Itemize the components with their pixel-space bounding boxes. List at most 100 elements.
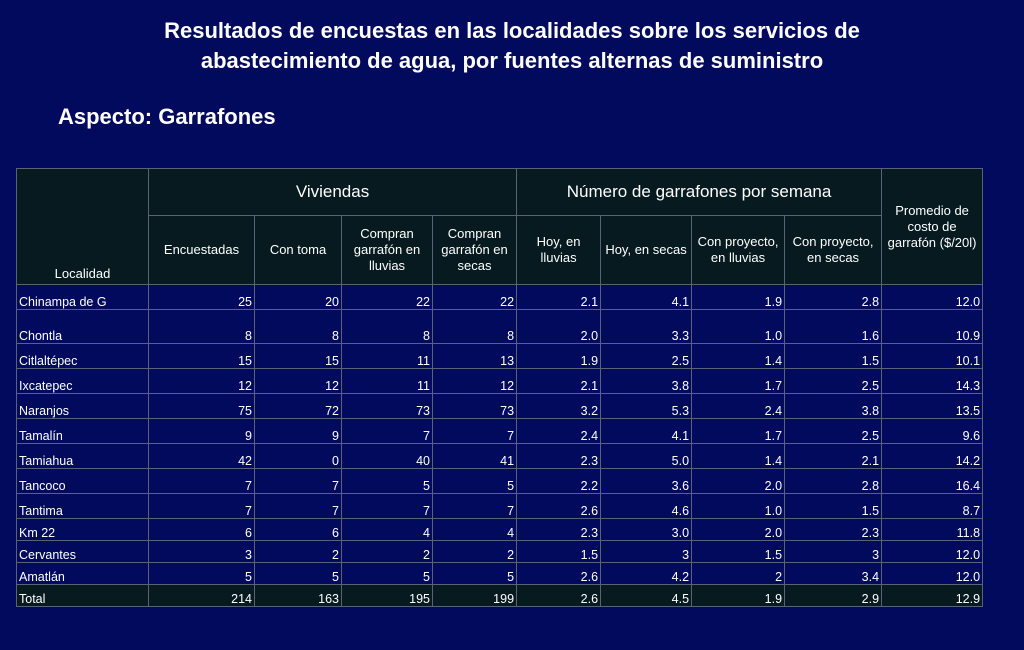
cell-hoy-secas: 4.2 xyxy=(600,562,693,585)
cell-promedio: 13.5 xyxy=(881,393,984,419)
cell-compran-secas: 12 xyxy=(431,368,518,394)
cell-hoy-lluvias: 2.1 xyxy=(516,368,602,394)
cell-localidad: Amatlán xyxy=(16,562,149,585)
cell-proyecto-secas: 2.8 xyxy=(784,284,883,310)
cell-hoy-secas: 5.3 xyxy=(600,393,693,419)
cell-promedio: 11.8 xyxy=(881,518,984,541)
cell-compran-secas: 13 xyxy=(431,343,518,369)
cell-con-toma: 9 xyxy=(254,418,342,444)
cell-proyecto-secas: 3.8 xyxy=(784,393,883,419)
table-row: Tamiahua 42 0 40 41 2.3 5.0 1.4 2.1 14.2 xyxy=(16,443,984,469)
cell-promedio: 8.7 xyxy=(881,493,984,519)
cell-localidad: Citlaltépec xyxy=(16,343,149,369)
table-row: Tamalín 9 9 7 7 2.4 4.1 1.7 2.5 9.6 xyxy=(16,418,984,444)
cell-compran-secas: 22 xyxy=(431,284,518,310)
cell-con-toma: 2 xyxy=(254,540,342,563)
cell-promedio: 16.4 xyxy=(881,468,984,494)
cell-encuestadas: 42 xyxy=(148,443,255,469)
cell-hoy-secas: 2.5 xyxy=(600,343,693,369)
title-line-1: Resultados de encuestas en las localidad… xyxy=(164,18,860,43)
header-compran-secas: Compran garrafón en secas xyxy=(431,215,518,285)
title-line-2: abastecimiento de agua, por fuentes alte… xyxy=(200,48,824,73)
cell-hoy-lluvias: 2.2 xyxy=(516,468,602,494)
cell-localidad: Naranjos xyxy=(16,393,149,419)
cell-compran-secas: 41 xyxy=(431,443,518,469)
cell-hoy-secas: 3.3 xyxy=(600,309,693,344)
page-title: Resultados de encuestas en las localidad… xyxy=(0,16,1024,76)
cell-localidad: Chinampa de G xyxy=(16,284,149,310)
total-cell-compran-secas: 199 xyxy=(431,584,518,607)
cell-promedio: 14.3 xyxy=(881,368,984,394)
total-cell-compran-lluvias: 195 xyxy=(341,584,433,607)
cell-hoy-secas: 4.1 xyxy=(600,418,693,444)
header-group-garrafones: Número de garrafones por semana xyxy=(516,168,883,216)
table-row: Amatlán 5 5 5 5 2.6 4.2 2 3.4 12.0 xyxy=(16,562,984,585)
cell-hoy-lluvias: 2.4 xyxy=(516,418,602,444)
cell-proyecto-lluvias: 1.4 xyxy=(691,343,786,369)
cell-proyecto-lluvias: 1.7 xyxy=(691,418,786,444)
cell-con-toma: 0 xyxy=(254,443,342,469)
cell-compran-secas: 5 xyxy=(431,468,518,494)
cell-compran-secas: 73 xyxy=(431,393,518,419)
cell-proyecto-secas: 1.5 xyxy=(784,343,883,369)
total-cell-con-toma: 163 xyxy=(254,584,342,607)
cell-compran-secas: 7 xyxy=(431,493,518,519)
cell-compran-secas: 2 xyxy=(431,540,518,563)
cell-encuestadas: 7 xyxy=(148,468,255,494)
header-promedio: Promedio de costo de garrafón ($/20l) xyxy=(881,168,984,285)
table-row: Naranjos 75 72 73 73 3.2 5.3 2.4 3.8 13.5 xyxy=(16,393,984,419)
total-row: Total 214 163 195 199 2.6 4.5 1.9 2.9 12.9 xyxy=(16,584,984,607)
cell-proyecto-lluvias: 1.5 xyxy=(691,540,786,563)
header-localidad: Localidad xyxy=(16,168,149,285)
cell-compran-lluvias: 4 xyxy=(341,518,433,541)
cell-promedio: 10.9 xyxy=(881,309,984,344)
total-cell-hoy-secas: 4.5 xyxy=(600,584,693,607)
cell-con-toma: 7 xyxy=(254,493,342,519)
cell-hoy-lluvias: 2.0 xyxy=(516,309,602,344)
header-proyecto-secas: Con proyecto, en secas xyxy=(784,215,883,285)
cell-proyecto-secas: 2.5 xyxy=(784,418,883,444)
page-subtitle: Aspecto: Garrafones xyxy=(58,104,276,129)
cell-encuestadas: 12 xyxy=(148,368,255,394)
cell-localidad: Chontla xyxy=(16,309,149,344)
cell-compran-secas: 8 xyxy=(431,309,518,344)
header-encuestadas: Encuestadas xyxy=(148,215,255,285)
header-hoy-secas: Hoy, en secas xyxy=(600,215,693,285)
cell-hoy-secas: 3.6 xyxy=(600,468,693,494)
cell-compran-lluvias: 5 xyxy=(341,562,433,585)
cell-hoy-secas: 3 xyxy=(600,540,693,563)
cell-encuestadas: 75 xyxy=(148,393,255,419)
table-row: Chontla 8 8 8 8 2.0 3.3 1.0 1.6 10.9 xyxy=(16,309,984,344)
cell-localidad: Tamalín xyxy=(16,418,149,444)
cell-proyecto-lluvias: 1.9 xyxy=(691,284,786,310)
total-cell-hoy-lluvias: 2.6 xyxy=(516,584,602,607)
table-header: Localidad Viviendas Número de garrafones… xyxy=(16,168,984,285)
cell-compran-secas: 4 xyxy=(431,518,518,541)
cell-hoy-secas: 4.1 xyxy=(600,284,693,310)
cell-con-toma: 7 xyxy=(254,468,342,494)
cell-hoy-lluvias: 2.3 xyxy=(516,518,602,541)
cell-proyecto-lluvias: 2.4 xyxy=(691,393,786,419)
cell-con-toma: 6 xyxy=(254,518,342,541)
cell-proyecto-lluvias: 2.0 xyxy=(691,468,786,494)
cell-con-toma: 8 xyxy=(254,309,342,344)
table-row: Ixcatepec 12 12 11 12 2.1 3.8 1.7 2.5 14.3 xyxy=(16,368,984,394)
cell-encuestadas: 15 xyxy=(148,343,255,369)
cell-promedio: 14.2 xyxy=(881,443,984,469)
cell-compran-lluvias: 40 xyxy=(341,443,433,469)
cell-encuestadas: 8 xyxy=(148,309,255,344)
cell-encuestadas: 9 xyxy=(148,418,255,444)
cell-promedio: 9.6 xyxy=(881,418,984,444)
cell-promedio: 12.0 xyxy=(881,284,984,310)
cell-compran-lluvias: 5 xyxy=(341,468,433,494)
cell-compran-secas: 7 xyxy=(431,418,518,444)
header-compran-lluvias: Compran garrafón en lluvias xyxy=(341,215,433,285)
cell-promedio: 10.1 xyxy=(881,343,984,369)
cell-hoy-lluvias: 1.9 xyxy=(516,343,602,369)
cell-compran-lluvias: 2 xyxy=(341,540,433,563)
cell-proyecto-secas: 3.4 xyxy=(784,562,883,585)
total-cell-promedio: 12.9 xyxy=(881,584,984,607)
header-hoy-lluvias: Hoy, en lluvias xyxy=(516,215,602,285)
cell-hoy-secas: 3.8 xyxy=(600,368,693,394)
cell-hoy-lluvias: 2.6 xyxy=(516,493,602,519)
